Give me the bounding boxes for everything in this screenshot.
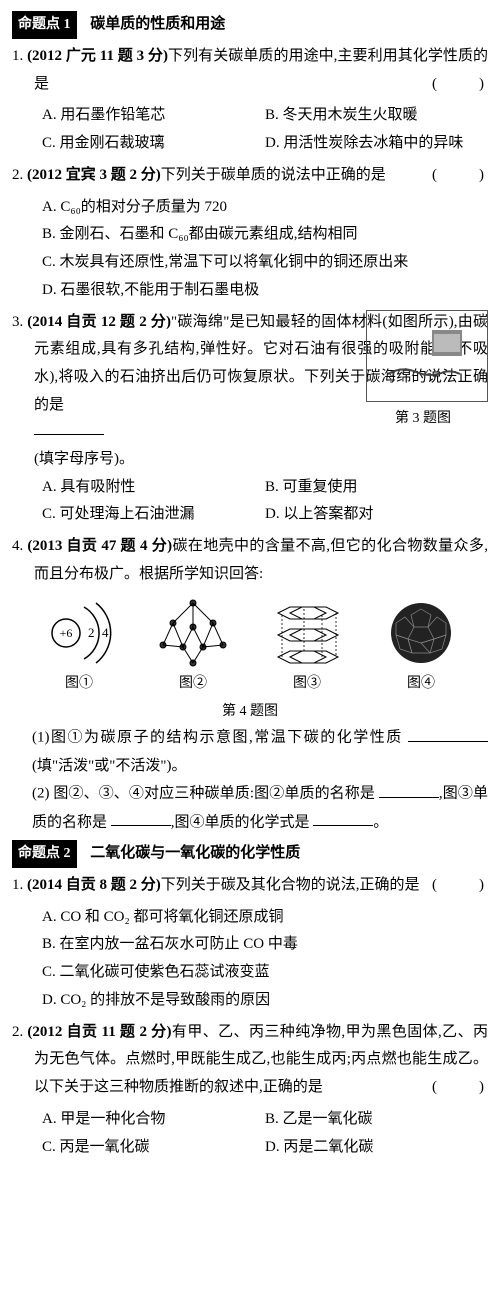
option-b: B. 金刚石、石墨和 C₆₀都由碳元素组成,结构相同 [42, 221, 488, 249]
fig4-label: 图④ [378, 671, 464, 697]
option-d: D. 以上答案都对 [265, 501, 488, 529]
blank [379, 780, 439, 798]
p2-text-c: ,图④单质的化学式是 [171, 814, 310, 830]
option-d: D. 丙是二氧化碳 [265, 1134, 488, 1162]
blank [34, 418, 104, 436]
q-source: (2014 自贡 12 题 2 分) [27, 314, 171, 330]
q-num: 2. [12, 167, 23, 183]
q-source: (2012 宜宾 3 题 2 分) [27, 167, 161, 183]
svg-text:2: 2 [88, 625, 95, 640]
t1-q4-figures: +6 2 4 图① 图② [12, 593, 488, 699]
q3-figcaption: 第 3 题图 [358, 406, 488, 432]
topic-2-header: 命题点 2 二氧化碳与一氧化碳的化学性质 [12, 839, 488, 868]
option-d: D. CO₂ 的排放不是导致酸雨的原因 [42, 987, 488, 1015]
option-c: C. 丙是一氧化碳 [42, 1134, 265, 1162]
q-stem: 下列关于碳单质的说法中正确的是 [161, 167, 386, 183]
fig-c60: 图④ [378, 595, 464, 697]
blank [408, 724, 488, 742]
option-c: C. 可处理海上石油泄漏 [42, 501, 265, 529]
topic-2-title: 二氧化碳与一氧化碳的化学性质 [90, 844, 300, 861]
fig-diamond: 图② [150, 595, 236, 697]
q-num: 1. [12, 877, 23, 893]
t1-q3-stem2: (填字母序号)。 [12, 446, 488, 474]
t1-q4: 4. (2013 自贡 47 题 4 分)碳在地壳中的含量不高,但它的化合物数量… [12, 533, 488, 589]
option-b: B. 在室内放一盆石灰水可防止 CO 中毒 [42, 931, 488, 959]
t2-q1-options: A. CO 和 CO₂ 都可将氧化铜还原成铜 B. 在室内放一盆石灰水可防止 C… [12, 904, 488, 1015]
answer-paren: ( ) [454, 71, 488, 99]
topic-1-label: 命题点 1 [12, 11, 77, 39]
t2-q2-options: A. 甲是一种化合物 B. 乙是一氧化碳 C. 丙是一氧化碳 D. 丙是二氧化碳 [12, 1106, 488, 1162]
svg-text:+6: +6 [60, 626, 73, 640]
p2-text-a: (2) 图②、③、④对应三种碳单质:图②单质的名称是 [32, 786, 375, 802]
option-a: A. 用石墨作铅笔芯 [42, 102, 265, 130]
option-a: A. CO 和 CO₂ 都可将氧化铜还原成铜 [42, 904, 488, 932]
p1-text-a: (1)图①为碳原子的结构示意图,常温下碳的化学性质 [32, 730, 403, 746]
option-a: A. C₆₀的相对分子质量为 720 [42, 194, 488, 222]
option-d: D. 石墨很软,不能用于制石墨电极 [42, 277, 488, 305]
topic-1-header: 命题点 1 碳单质的性质和用途 [12, 10, 488, 39]
t1-q1: 1. (2012 广元 11 题 3 分)下列有关碳单质的用途中,主要利用其化学… [12, 43, 488, 99]
fig2-label: 图② [150, 671, 236, 697]
t1-q4-figcaption: 第 4 题图 [12, 699, 488, 725]
q-source: (2014 自贡 8 题 2 分) [27, 877, 161, 893]
fig1-label: 图① [36, 671, 122, 697]
t1-q1-options: A. 用石墨作铅笔芯 B. 冬天用木炭生火取暖 C. 用金刚石裁玻璃 D. 用活… [12, 102, 488, 158]
t1-q2-options: A. C₆₀的相对分子质量为 720 B. 金刚石、石墨和 C₆₀都由碳元素组成… [12, 194, 488, 305]
blank [111, 809, 171, 827]
q-stem: 下列关于碳及其化合物的说法,正确的是 [161, 877, 420, 893]
option-b: B. 乙是一氧化碳 [265, 1106, 488, 1134]
q-source: (2012 自贡 11 题 2 分) [27, 1024, 171, 1040]
option-a: A. 甲是一种化合物 [42, 1106, 265, 1134]
topic-2-label: 命题点 2 [12, 840, 77, 868]
q3-figure [366, 310, 488, 402]
q-num: 3. [12, 314, 23, 330]
p2-text-d: 。 [373, 814, 388, 830]
q-num: 2. [12, 1024, 23, 1040]
q-num: 1. [12, 48, 23, 64]
answer-paren: ( ) [454, 872, 488, 900]
t1-q4-part2: (2) 图②、③、④对应三种碳单质:图②单质的名称是 ,图③单质的名称是 ,图④… [12, 780, 488, 837]
fig3-label: 图③ [264, 671, 350, 697]
q-source: (2013 自贡 47 题 4 分) [27, 538, 172, 554]
q-source: (2012 广元 11 题 3 分) [27, 48, 168, 64]
t1-q3-options: A. 具有吸附性 B. 可重复使用 C. 可处理海上石油泄漏 D. 以上答案都对 [12, 474, 488, 530]
option-c: C. 二氧化碳可使紫色石蕊试液变蓝 [42, 959, 488, 987]
t2-q2: 2. (2012 自贡 11 题 2 分)有甲、乙、丙三种纯净物,甲为黑色固体,… [12, 1019, 488, 1102]
answer-paren: ( ) [454, 162, 488, 190]
svg-text:4: 4 [102, 625, 109, 640]
option-a: A. 具有吸附性 [42, 474, 265, 502]
topic-1-title: 碳单质的性质和用途 [90, 15, 225, 32]
fig-graphite: 图③ [264, 595, 350, 697]
t1-q2: 2. (2012 宜宾 3 题 2 分)下列关于碳单质的说法中正确的是 ( ) [12, 162, 488, 190]
option-b: B. 可重复使用 [265, 474, 488, 502]
option-c: C. 木炭具有还原性,常温下可以将氧化铜中的铜还原出来 [42, 249, 488, 277]
q-num: 4. [12, 538, 23, 554]
option-c: C. 用金刚石裁玻璃 [42, 130, 265, 158]
p1-text-b: (填"活泼"或"不活泼")。 [32, 758, 186, 774]
option-b: B. 冬天用木炭生火取暖 [265, 102, 488, 130]
blank [313, 809, 373, 827]
fig-atom: +6 2 4 图① [36, 595, 122, 697]
t1-q4-part1: (1)图①为碳原子的结构示意图,常温下碳的化学性质 (填"活泼"或"不活泼")。 [12, 724, 488, 780]
answer-paren: ( ) [454, 1074, 488, 1102]
t2-q1: 1. (2014 自贡 8 题 2 分)下列关于碳及其化合物的说法,正确的是 (… [12, 872, 488, 900]
option-d: D. 用活性炭除去冰箱中的异味 [265, 130, 488, 158]
